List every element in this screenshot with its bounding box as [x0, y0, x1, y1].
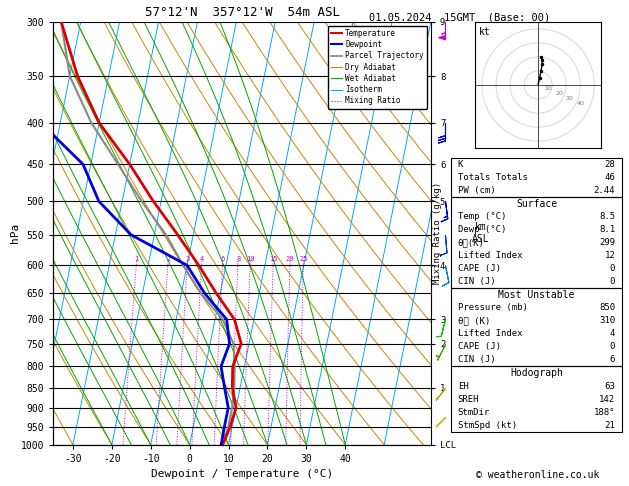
Text: Most Unstable: Most Unstable — [498, 290, 575, 300]
Text: CIN (J): CIN (J) — [458, 355, 496, 364]
Text: 0: 0 — [610, 264, 615, 273]
Text: Temp (°C): Temp (°C) — [458, 212, 506, 221]
Text: 4: 4 — [200, 257, 204, 262]
Text: 1: 1 — [135, 257, 139, 262]
Text: 01.05.2024  15GMT  (Base: 00): 01.05.2024 15GMT (Base: 00) — [369, 12, 550, 22]
X-axis label: Dewpoint / Temperature (°C): Dewpoint / Temperature (°C) — [151, 469, 333, 479]
Text: 8: 8 — [236, 257, 240, 262]
Text: CAPE (J): CAPE (J) — [458, 343, 501, 351]
Text: 15: 15 — [269, 257, 277, 262]
Y-axis label: hPa: hPa — [9, 223, 19, 243]
Text: StmSpd (kt): StmSpd (kt) — [458, 421, 517, 430]
Text: Lifted Index: Lifted Index — [458, 251, 522, 260]
Text: CAPE (J): CAPE (J) — [458, 264, 501, 273]
Title: 57°12'N  357°12'W  54m ASL: 57°12'N 357°12'W 54m ASL — [145, 6, 340, 19]
Text: θᴄ (K): θᴄ (K) — [458, 316, 490, 325]
Text: Surface: Surface — [516, 199, 557, 208]
Text: 2.44: 2.44 — [594, 186, 615, 195]
Text: 0: 0 — [610, 343, 615, 351]
Text: 4: 4 — [610, 330, 615, 338]
Text: 40: 40 — [576, 101, 584, 106]
Y-axis label: km
ASL: km ASL — [472, 223, 490, 244]
Text: 20: 20 — [286, 257, 294, 262]
Text: kt: kt — [479, 27, 491, 37]
Text: 310: 310 — [599, 316, 615, 325]
Text: 12: 12 — [604, 251, 615, 260]
Text: Hodograph: Hodograph — [510, 368, 563, 378]
Text: 2: 2 — [166, 257, 170, 262]
Text: Pressure (mb): Pressure (mb) — [458, 303, 528, 312]
Text: 0: 0 — [610, 278, 615, 286]
Text: K: K — [458, 160, 463, 169]
Text: CIN (J): CIN (J) — [458, 278, 496, 286]
Text: StmDir: StmDir — [458, 408, 490, 417]
Text: 8.5: 8.5 — [599, 212, 615, 221]
Text: 6: 6 — [610, 355, 615, 364]
Text: Totals Totals: Totals Totals — [458, 173, 528, 182]
Text: 28: 28 — [604, 160, 615, 169]
Text: Lifted Index: Lifted Index — [458, 330, 522, 338]
Text: Mixing Ratio (g/kg): Mixing Ratio (g/kg) — [433, 182, 442, 284]
Text: 46: 46 — [604, 173, 615, 182]
Text: 188°: 188° — [594, 408, 615, 417]
Text: 850: 850 — [599, 303, 615, 312]
Text: 142: 142 — [599, 395, 615, 403]
Text: 30: 30 — [565, 96, 574, 101]
Text: 6: 6 — [221, 257, 225, 262]
Text: PW (cm): PW (cm) — [458, 186, 496, 195]
Text: EH: EH — [458, 382, 469, 391]
Text: 10: 10 — [545, 86, 552, 91]
Text: 21: 21 — [604, 421, 615, 430]
Text: 63: 63 — [604, 382, 615, 391]
Bar — [451, 366, 622, 432]
Text: 20: 20 — [555, 91, 563, 96]
Text: θᴄ(K): θᴄ(K) — [458, 238, 485, 247]
Legend: Temperature, Dewpoint, Parcel Trajectory, Dry Adiabat, Wet Adiabat, Isotherm, Mi: Temperature, Dewpoint, Parcel Trajectory… — [328, 26, 427, 108]
Text: 10: 10 — [246, 257, 255, 262]
Bar — [451, 158, 622, 197]
Text: 25: 25 — [299, 257, 308, 262]
Text: 3: 3 — [186, 257, 190, 262]
Text: © weatheronline.co.uk: © weatheronline.co.uk — [476, 470, 599, 480]
Text: SREH: SREH — [458, 395, 479, 403]
Bar — [451, 197, 622, 288]
Text: 8.1: 8.1 — [599, 225, 615, 234]
Bar — [451, 288, 622, 366]
Text: 299: 299 — [599, 238, 615, 247]
Text: Dewp (°C): Dewp (°C) — [458, 225, 506, 234]
